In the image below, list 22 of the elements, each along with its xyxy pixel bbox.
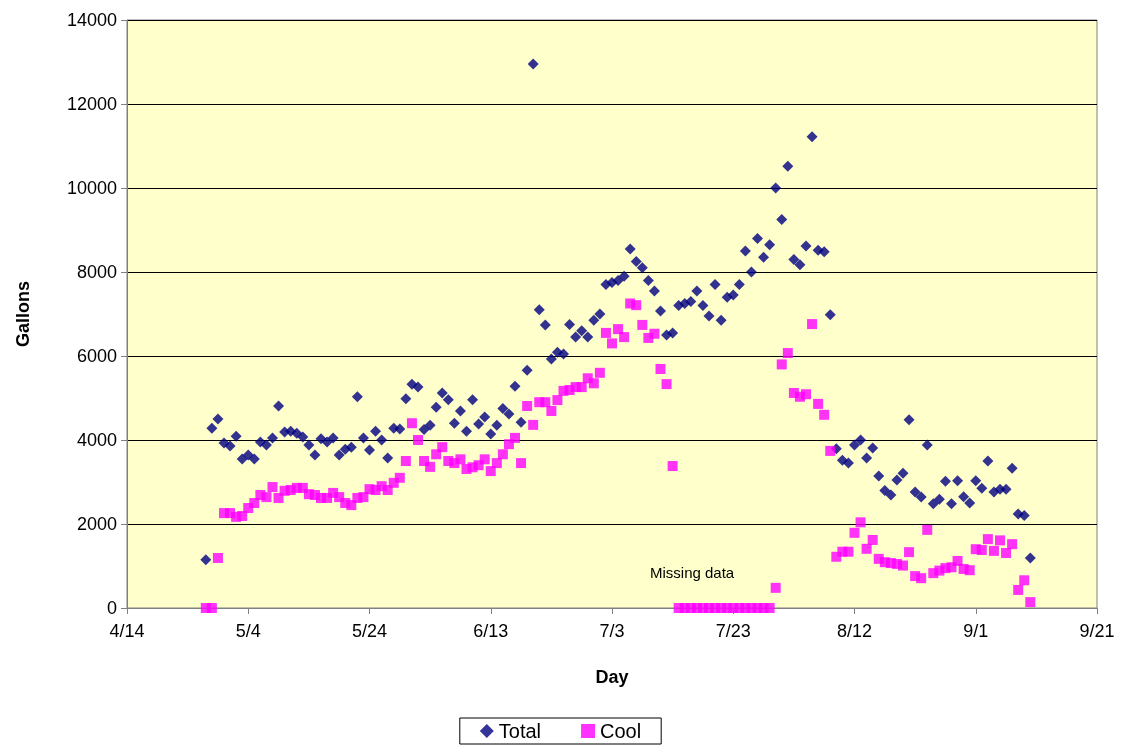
x-tick-label: 9/1: [963, 621, 989, 641]
x-tick-label: 4/14: [109, 621, 145, 641]
y-tick-label: 10000: [66, 178, 117, 198]
y-tick-label: 4000: [76, 430, 117, 450]
y-tick-label: 6000: [76, 346, 117, 366]
x-tick-label: 6/13: [473, 621, 509, 641]
y-tick-label: 2000: [76, 514, 117, 534]
y-tick-label: 8000: [76, 262, 117, 282]
annotation: Missing data: [650, 564, 735, 581]
y-tick-label: 0: [106, 598, 117, 618]
x-tick-label: 5/24: [351, 621, 388, 641]
legend-label: Cool: [600, 720, 642, 742]
y-axis-title: Gallons: [13, 280, 33, 348]
x-tick-label: 7/23: [715, 621, 751, 641]
x-tick-label: 5/4: [235, 621, 261, 641]
y-tick-label: 14000: [66, 10, 117, 30]
x-tick-label: 8/12: [836, 621, 873, 641]
x-tick-label: 9/21: [1079, 621, 1115, 641]
x-tick-label: 7/3: [599, 621, 625, 641]
y-tick-label: 12000: [66, 94, 117, 114]
x-axis-title: Day: [595, 667, 629, 687]
legend-label: Total: [498, 720, 542, 742]
